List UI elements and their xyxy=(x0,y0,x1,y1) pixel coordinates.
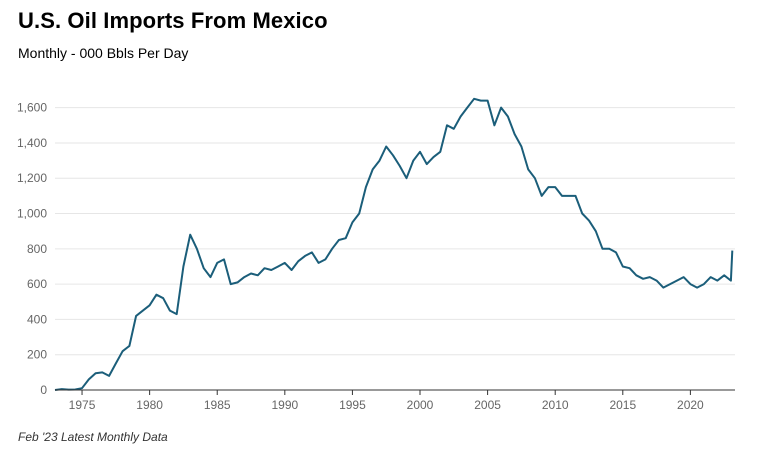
y-tick-label: 0 xyxy=(40,383,47,397)
x-tick-label: 2015 xyxy=(609,398,636,412)
y-tick-label: 1,000 xyxy=(17,207,47,221)
y-axis-ticks: 0 200 400 600 800 1,000 1,200 1,400 1,600 xyxy=(17,101,47,397)
x-tick-label: 1975 xyxy=(69,398,96,412)
footnote: Feb '23 Latest Monthly Data xyxy=(18,430,168,444)
gridlines xyxy=(55,107,735,356)
y-tick-label: 800 xyxy=(27,242,47,256)
x-tick-label: 1995 xyxy=(339,398,366,412)
y-tick-label: 1,600 xyxy=(17,101,47,115)
x-tick-label: 1985 xyxy=(204,398,231,412)
y-tick-label: 200 xyxy=(27,348,47,362)
x-tick-label: 2020 xyxy=(677,398,704,412)
y-tick-label: 1,200 xyxy=(17,171,47,185)
x-tick-label: 2010 xyxy=(542,398,569,412)
y-tick-label: 600 xyxy=(27,277,47,291)
x-tick-label: 2000 xyxy=(407,398,434,412)
x-tick-label: 1990 xyxy=(271,398,298,412)
x-tick-label: 2005 xyxy=(474,398,501,412)
y-tick-label: 400 xyxy=(27,312,47,326)
x-tick-label: 1980 xyxy=(136,398,163,412)
y-tick-label: 1,400 xyxy=(17,136,47,150)
chart-subtitle: Monthly - 000 Bbls Per Day xyxy=(18,45,189,61)
chart-title: U.S. Oil Imports From Mexico xyxy=(18,8,328,33)
x-axis-ticks: 1975 1980 1985 1990 1995 2000 2005 2010 2015 2020 xyxy=(69,390,704,412)
series-line-oil-imports xyxy=(54,97,734,391)
